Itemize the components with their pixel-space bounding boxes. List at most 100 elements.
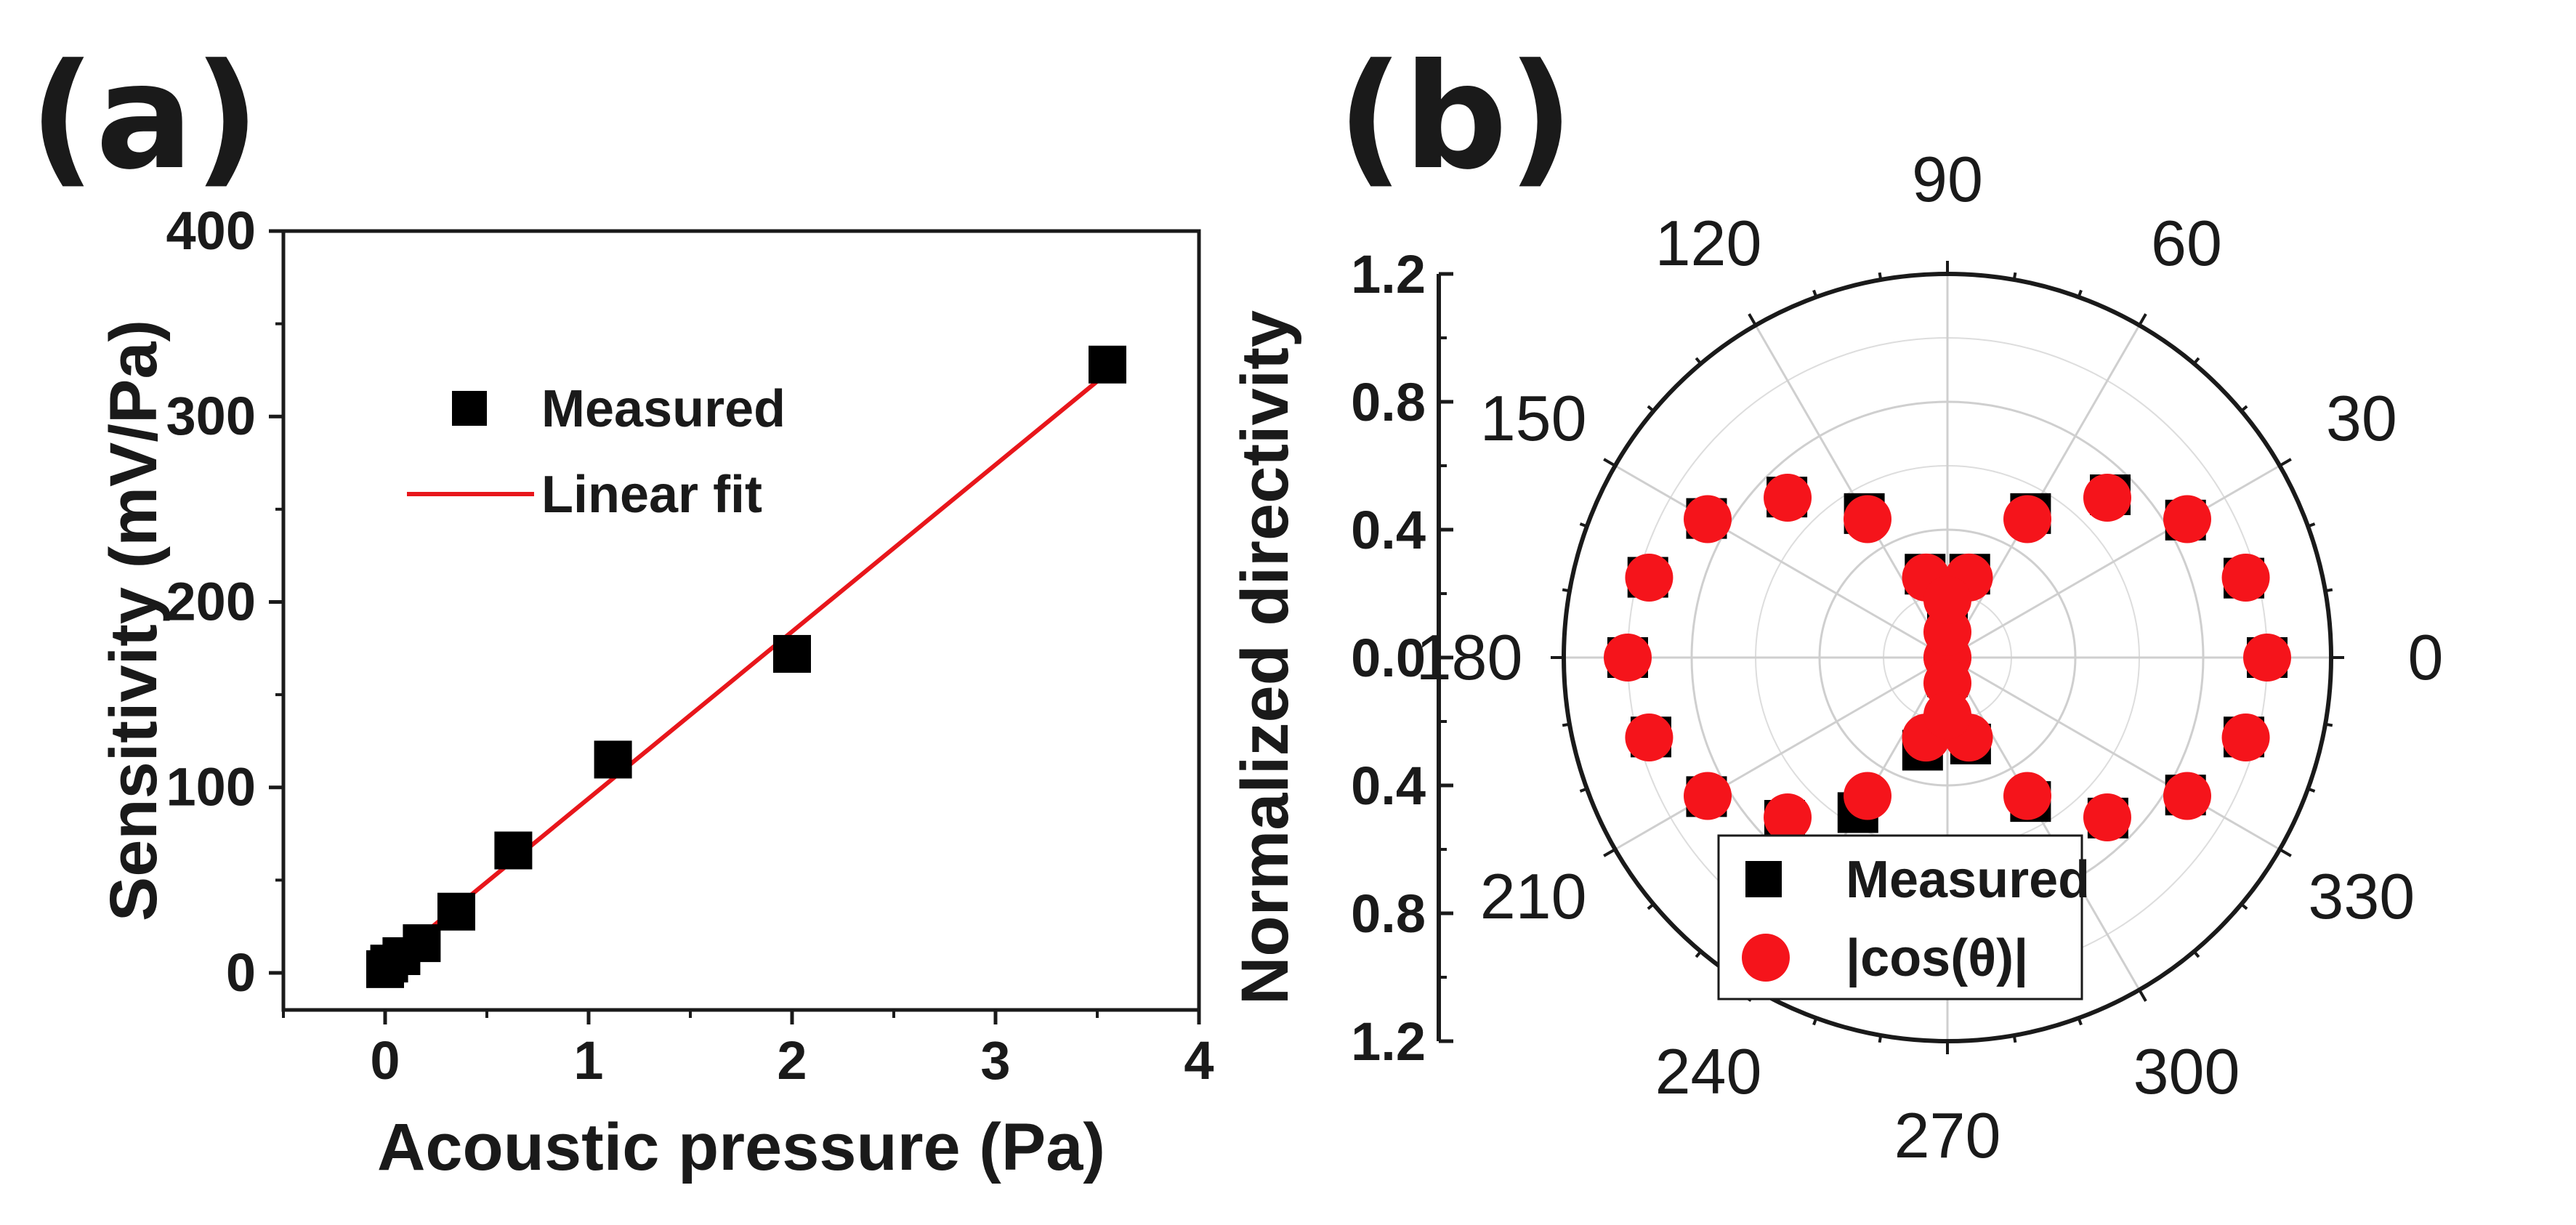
panel-b-angle-tick	[1695, 357, 1703, 365]
panel-b-grid-spoke	[1947, 656, 2281, 851]
panel-a-y-tick-label: 400	[166, 201, 256, 261]
panel-b-angle-label: 90	[1912, 143, 1983, 215]
panel-b-cos-point	[1625, 553, 1673, 602]
panel-b-grid-spoke	[1946, 324, 2141, 658]
panel-b-angle-tick	[2307, 787, 2316, 793]
panel-b-cos-point	[2163, 772, 2211, 820]
panel-b-cos-point	[1684, 495, 1732, 543]
panel-b-cos-point	[1844, 495, 1891, 543]
panel-b-angle-tick	[2012, 1035, 2017, 1043]
panel-b-legend-measured-label: Measured	[1846, 851, 2090, 909]
panel-b-cos-point	[2083, 793, 2131, 841]
panel-a-legend-fit-label: Linear fit	[541, 466, 762, 524]
panel-b-cos-point	[1923, 575, 1971, 624]
panel-a-legend-measured-label: Measured	[541, 380, 786, 438]
panel-a-points-layer	[366, 345, 1126, 988]
panel-a-ticks: 0 1 2 3 4 0 100 200 300 400	[166, 201, 1214, 1091]
panel-a-measured-point	[494, 831, 533, 870]
panel-b-cos-layer	[1604, 474, 2291, 841]
panel-a-measured-point	[437, 892, 475, 931]
panel-b-angle-tick	[1603, 848, 1616, 857]
panel-a-x-tick-label: 1	[573, 1030, 603, 1091]
panel-b-radial-tick-label: 0.4	[1351, 500, 1426, 560]
panel-b-cos-point	[2003, 495, 2051, 543]
panel-b-grid-spoke	[1754, 324, 1949, 658]
panel-b-radial-tick-label: 0.4	[1351, 756, 1426, 816]
panel-b-angle-tick	[2077, 289, 2083, 298]
panel-b-angle-tick	[1812, 289, 1818, 298]
panel-b-legend: Measured |cos(θ)|	[1717, 834, 2090, 1000]
panel-b-angle-label: 330	[2308, 860, 2415, 932]
panel-b-angle-tick	[2240, 902, 2248, 910]
panel-b-cos-point	[1684, 772, 1732, 820]
panel-b-grid-spoke	[1946, 657, 2141, 991]
panel-a-measured-point	[773, 634, 811, 673]
panel-b-angle-tick	[1647, 405, 1655, 413]
panel-a-y-tick-label: 100	[166, 757, 256, 817]
panel-b-angle-tick	[1695, 950, 1703, 958]
panel-a-x-tick-label: 0	[370, 1030, 400, 1091]
panel-b-letter: (b)	[1337, 33, 1574, 202]
panel-b-angle-label: 180	[1416, 621, 1523, 693]
panel-b-cos-point	[2221, 553, 2270, 602]
panel-b-angle-tick	[2279, 458, 2292, 467]
panel-b-cos-point	[1844, 772, 1891, 820]
panel-b-angle-label: 210	[1480, 860, 1587, 932]
panel-b-angle-tick	[1812, 1017, 1818, 1026]
panel-b-angle-labels: 0 30 60 90 120 150 180 210 240 270 300 330	[1416, 143, 2444, 1171]
panel-b-angle-label: 240	[1655, 1035, 1762, 1107]
panel-b-chart: 1.2 0.8 0.4 0.0 0.4 0.8 1.2 0 30 60 90 120 150 180 21…	[1228, 143, 2443, 1171]
panel-b-cos-point	[1764, 793, 1812, 841]
panel-b-angle-tick	[2307, 522, 2316, 528]
panel-a-measured-point	[403, 924, 441, 963]
panel-a-y-tick-label: 0	[226, 942, 256, 1003]
panel-a-measured-point	[594, 740, 632, 779]
panel-b-angle-tick	[1579, 787, 1588, 793]
panel-b-grid-spoke	[1614, 656, 1948, 851]
panel-a-y-axis-label: Sensitivity (mV/Pa)	[97, 320, 171, 921]
panel-b-cos-point	[1923, 691, 1971, 740]
panel-b-cos-point	[2243, 634, 2291, 682]
panel-b-angle-label: 300	[2133, 1035, 2240, 1107]
panel-b-legend-measured-marker	[1745, 861, 1782, 897]
panel-b-radial-tick-label: 0.8	[1351, 884, 1426, 944]
panel-b-legend-cos-label: |cos(θ)|	[1846, 929, 2028, 987]
panel-b-radial-axis-label: Normalized directivity	[1228, 310, 1302, 1005]
panel-b-grid-spoke	[1947, 464, 2281, 659]
panel-a-legend-measured-marker	[452, 391, 487, 426]
panel-b-angle-tick	[1878, 272, 1883, 280]
panel-b-cos-point	[1604, 634, 1652, 682]
panel-b-grid-spoke	[1614, 464, 1948, 659]
panel-a-fit-layer	[384, 363, 1119, 968]
panel-b-angle-tick	[1748, 313, 1757, 326]
panel-a-x-tick-label: 2	[777, 1030, 807, 1091]
panel-a-letter: (a)	[29, 33, 260, 202]
panel-b-angle-tick	[1878, 1035, 1883, 1043]
panel-b-cos-point	[2003, 772, 2051, 820]
panel-b-angle-tick	[2192, 950, 2200, 958]
panel-b-angle-tick	[2240, 405, 2248, 413]
panel-b-angle-label: 150	[1480, 382, 1587, 454]
panel-b-angle-label: 120	[1655, 207, 1762, 279]
panel-b-angle-label: 60	[2151, 207, 2222, 279]
panel-a-plot-frame	[281, 229, 1201, 1012]
panel-a-x-tick-label: 4	[1184, 1030, 1214, 1091]
panel-b-cos-point	[1764, 474, 1812, 522]
panel-b-angle-tick	[2138, 313, 2147, 326]
panel-b-angle-tick	[2325, 722, 2333, 727]
panel-b-angle-tick	[2012, 272, 2017, 280]
panel-a-y-tick-label: 200	[166, 571, 256, 631]
panel-a-chart: 0 1 2 3 4 0 100 200 300 400 Acoustic pressure (Pa…	[97, 201, 1214, 1184]
panel-b-angle-tick	[2279, 848, 2292, 857]
panel-b-radial-tick-label: 1.2	[1351, 244, 1426, 304]
panel-b-radial-tick-label: 0.8	[1351, 372, 1426, 432]
panel-b-angle-tick	[2325, 588, 2333, 593]
panel-b-angle-tick	[1647, 902, 1655, 910]
panel-b-cos-point	[1625, 713, 1673, 762]
panel-b-radial-tick-label: 1.2	[1351, 1011, 1426, 1072]
panel-b-radial-tick-label: 0.0	[1351, 628, 1426, 688]
panel-b-angle-tick	[1603, 458, 1616, 467]
panel-b-legend-cos-marker	[1742, 934, 1790, 982]
panel-b-radial-axis: 1.2 0.8 0.4 0.0 0.4 0.8 1.2	[1351, 244, 1453, 1072]
